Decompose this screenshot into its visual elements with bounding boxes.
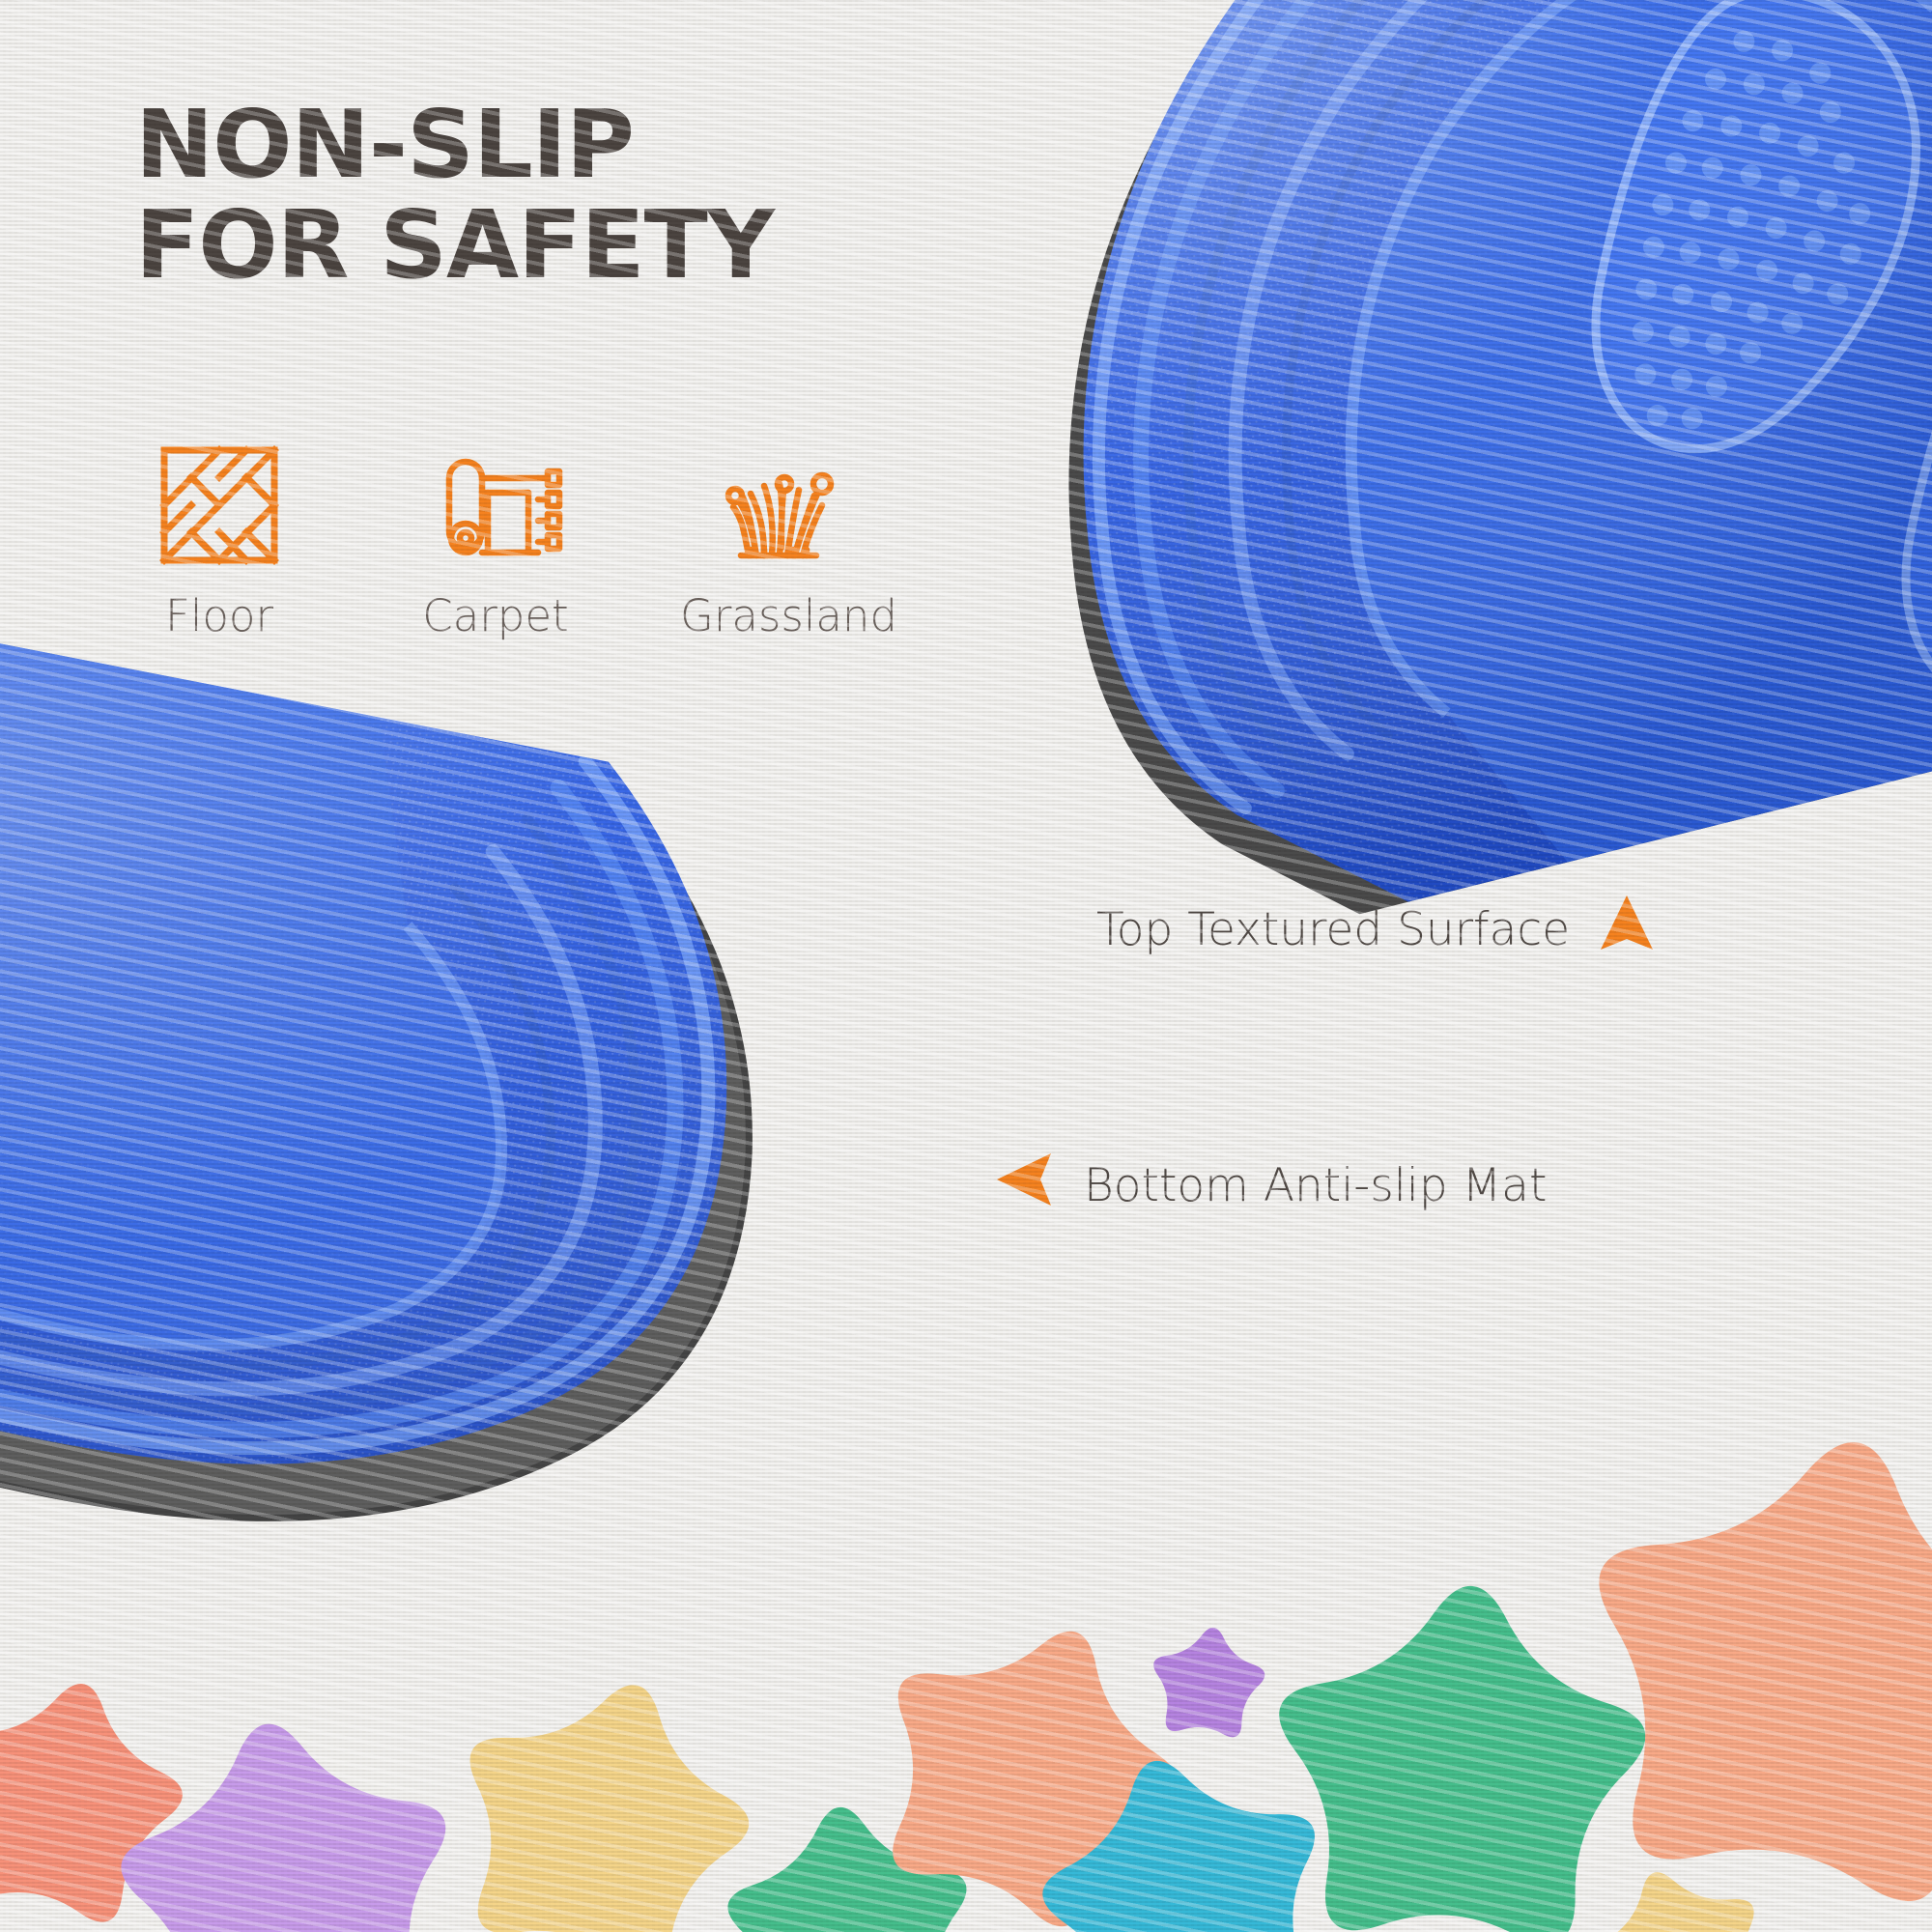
feature-label: Carpet	[422, 590, 569, 641]
rolled-carpet-icon	[404, 440, 587, 565]
grass-icon	[680, 440, 864, 565]
caption-text: Top Textured Surface	[1096, 902, 1571, 956]
caption-bottom-anti-slip-mat: Bottom Anti-slip Mat	[995, 1151, 1547, 1219]
star-shape	[1593, 1872, 1754, 1932]
arrow-up-icon	[1599, 894, 1655, 965]
star-shape	[1599, 1442, 1932, 1901]
feature-grassland: Grassland	[680, 440, 897, 641]
arrow-left-icon	[995, 1151, 1055, 1219]
star-shape	[1279, 1585, 1646, 1932]
surface-compatibility-list: Floor	[128, 440, 897, 641]
decorative-star-cluster	[0, 1391, 1932, 1932]
parquet-floor-icon	[128, 440, 311, 565]
headline-line-2: FOR SAFETY	[135, 189, 775, 299]
page-title: NON-SLIP FOR SAFETY	[135, 95, 775, 299]
feature-label: Floor	[165, 590, 273, 641]
star-shape	[469, 1685, 750, 1932]
headline-line-1: NON-SLIP	[135, 90, 635, 199]
feature-carpet: Carpet	[404, 440, 587, 641]
product-top-view	[867, 0, 1932, 972]
caption-text: Bottom Anti-slip Mat	[1084, 1158, 1548, 1212]
feature-floor: Floor	[128, 440, 311, 641]
feature-label: Grassland	[680, 590, 897, 641]
caption-top-textured-surface: Top Textured Surface	[1096, 894, 1655, 965]
star-shape	[1153, 1627, 1265, 1738]
